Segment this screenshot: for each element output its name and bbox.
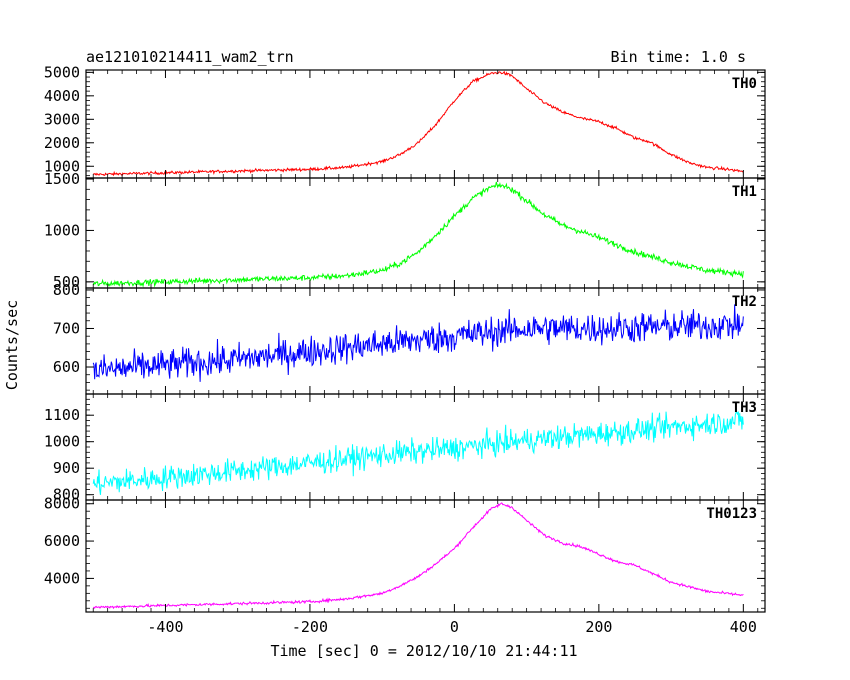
y-tick-label: 1000 [44, 157, 80, 175]
y-tick-label: 1500 [44, 170, 80, 188]
y-tick-label: 4000 [44, 87, 80, 105]
y-tick-label: 4000 [44, 569, 80, 587]
y-tick-label: 600 [53, 358, 80, 376]
x-tick-label: 0 [450, 618, 459, 636]
chart-title-right: Bin time: 1.0 s [611, 48, 746, 66]
panel-frame [85, 499, 766, 613]
y-tick-label: 2000 [44, 134, 80, 152]
y-tick-label: 6000 [44, 532, 80, 550]
y-tick-label: 1100 [44, 406, 80, 424]
panel-label-th0: TH0 [732, 76, 757, 92]
panel-th0: 1000 2000 3000 4000 5000 TH0 [44, 63, 766, 179]
chart-title-left: ae121010214411_wam2_trn [86, 48, 294, 66]
panel-frame [85, 393, 766, 501]
panel-label-th2: TH2 [732, 294, 757, 310]
x-tick-label: 400 [730, 618, 757, 636]
panel-th3: 800 900 1000 1100 TH3 [44, 393, 766, 504]
y-tick-label: 500 [53, 273, 80, 291]
panel-th2: 600 700 800 TH2 [53, 281, 766, 395]
x-tick-label: -200 [292, 618, 328, 636]
x-axis-title: Time [sec] 0 = 2012/10/10 21:44:11 [270, 642, 577, 660]
y-tick-label: 1000 [44, 433, 80, 451]
panel-frame [85, 287, 766, 395]
panel-label-th3: TH3 [732, 400, 757, 416]
series-line-th1 [92, 181, 744, 288]
y-tick-label: 700 [53, 319, 80, 337]
panel-frame [85, 177, 766, 289]
panel-label-th0123: TH0123 [706, 506, 757, 522]
panel-label-th1: TH1 [732, 184, 757, 200]
series-line-th0123 [92, 502, 744, 610]
y-tick-label: 800 [53, 486, 80, 504]
series-line-th3 [92, 411, 744, 495]
y-tick-label: 8000 [44, 495, 80, 513]
panel-th1: 500 1000 1500 TH1 [44, 170, 766, 291]
x-tick-label: 200 [585, 618, 612, 636]
series-line-th2 [92, 304, 744, 382]
x-tick-label: -400 [147, 618, 183, 636]
panels-group: 10002000300040005000TH050010001500TH1600… [44, 63, 766, 636]
y-tick-label: 5000 [44, 63, 80, 81]
series-line-th0 [93, 70, 744, 177]
panel-frame [85, 69, 766, 179]
y-tick-label: 900 [53, 459, 80, 477]
panel-th0123: 4000 6000 8000 TH0123 [44, 495, 766, 613]
y-tick-label: 800 [53, 281, 80, 299]
y-axis-title: Counts/sec [3, 300, 21, 390]
y-tick-label: 1000 [44, 221, 80, 239]
y-tick-label: 3000 [44, 110, 80, 128]
